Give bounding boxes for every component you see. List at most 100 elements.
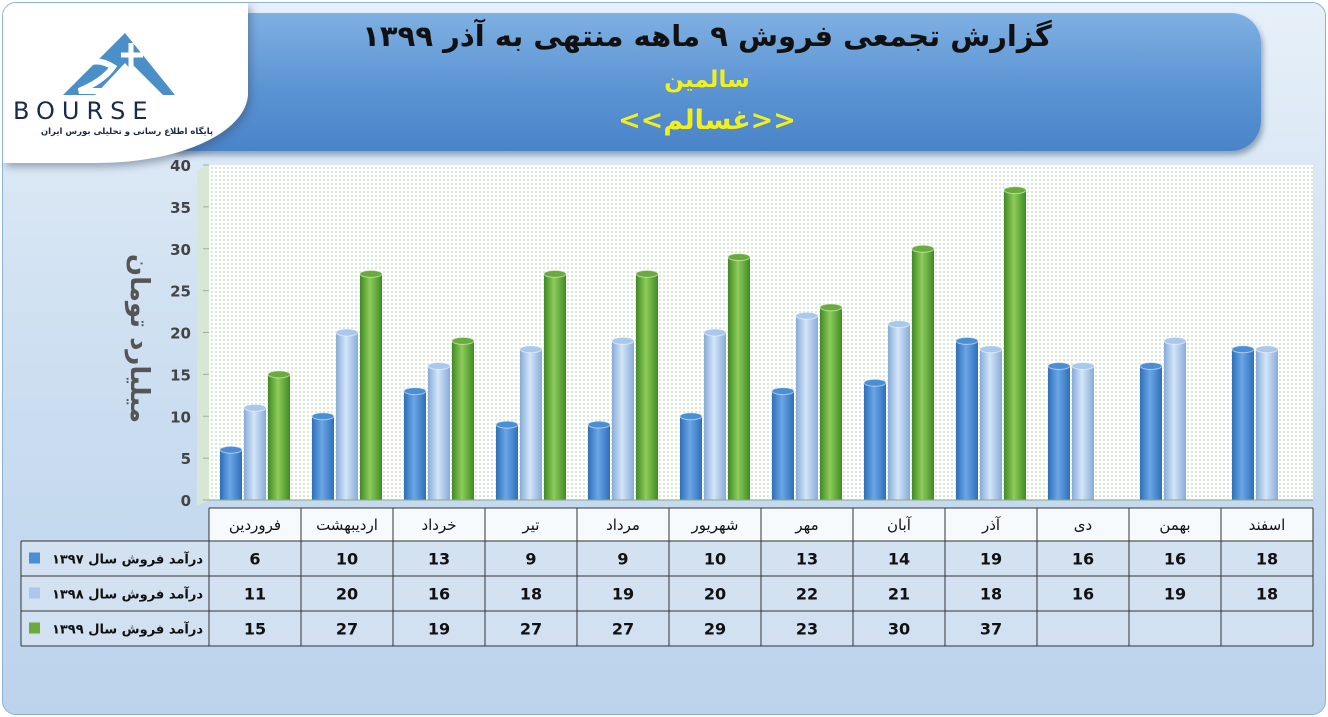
bar-cap [1139, 362, 1163, 370]
bar [520, 349, 542, 500]
x-tick-label: آبان [887, 516, 912, 534]
bar [704, 332, 726, 500]
data-label: 18 [1256, 550, 1278, 569]
bar [336, 332, 358, 500]
data-label: 11 [244, 585, 266, 604]
bar-cap [451, 336, 475, 345]
bar-cap [727, 253, 751, 262]
data-label: 9 [617, 550, 628, 569]
bar-cap [1255, 345, 1279, 354]
legend-swatch [29, 587, 40, 599]
bar-cap [955, 336, 979, 345]
x-tick-label: مرداد [606, 516, 640, 534]
logo: BOURSE پایگاه اطلاع رسانی و تحلیلی بورس … [3, 3, 248, 163]
data-label: 18 [1256, 585, 1278, 604]
data-label: 18 [980, 585, 1002, 604]
y-tick-label: 30 [170, 241, 191, 259]
bar [888, 324, 910, 500]
bar-cap [1231, 345, 1255, 354]
bar-cap [911, 244, 935, 253]
bar [1140, 366, 1162, 500]
bar [268, 374, 290, 500]
bar-cap [611, 336, 635, 345]
data-label: 16 [1072, 550, 1094, 569]
x-tick-label: تیر [522, 516, 540, 534]
bar [1048, 366, 1070, 500]
bar [980, 349, 1002, 500]
y-axis-label: میلیارد تومان [124, 254, 154, 423]
bar-cap [1071, 362, 1095, 370]
legend-label: درآمد فروش سال ۱۳۹۹ [52, 621, 203, 638]
bar-cap [771, 387, 795, 396]
data-label: 22 [796, 585, 818, 604]
legend-label: درآمد فروش سال ۱۳۹۸ [52, 586, 203, 603]
bar [1004, 190, 1026, 500]
bar [496, 424, 518, 500]
bar-cap [587, 420, 611, 429]
y-tick-label: 15 [170, 366, 191, 384]
legend-swatch [29, 622, 40, 634]
data-label: 13 [796, 550, 818, 569]
x-tick-label: اسفند [1249, 516, 1286, 534]
ticker-symbol: <<غسالم>> [618, 105, 796, 136]
bar-cap [359, 269, 383, 278]
bar [796, 315, 818, 500]
data-label: 16 [1164, 550, 1186, 569]
bar [864, 382, 886, 500]
bar-cap [819, 303, 843, 312]
chart-title: گزارش تجمعی فروش ۹ ماهه منتهی به آذر ۱۳۹… [362, 19, 1052, 53]
bar-cap [311, 412, 335, 421]
x-tick-label: مهر [794, 516, 818, 534]
bar-cap [495, 420, 519, 429]
bar-cap [1163, 336, 1187, 345]
bar [1072, 366, 1094, 500]
data-label: 27 [520, 620, 542, 639]
y-tick-label: 10 [170, 408, 191, 426]
data-label: 19 [1164, 585, 1186, 604]
company-name: سالمین [664, 67, 750, 93]
data-label: 27 [336, 620, 358, 639]
bar [820, 307, 842, 500]
bar-chart: 0 5 10 15 20 25 30 35 40 میلیارد تومان فروردین ارد… [20, 157, 1314, 647]
table-body-bg [21, 541, 1313, 646]
plot-side-wall [197, 165, 209, 506]
bar-cap [243, 403, 267, 412]
x-tick-label: فروردین [229, 516, 281, 534]
data-label: 29 [704, 620, 726, 639]
data-label: 19 [980, 550, 1002, 569]
data-label: 6 [249, 550, 260, 569]
data-label: 18 [520, 585, 542, 604]
bar [452, 340, 474, 500]
bar [612, 340, 634, 500]
bar-cap [335, 328, 359, 337]
x-tick-label: خرداد [421, 516, 456, 534]
data-label: 19 [428, 620, 450, 639]
bar [912, 248, 934, 500]
data-label: 10 [704, 550, 726, 569]
bar-cap [979, 345, 1003, 354]
bar-cap [679, 412, 703, 421]
data-label: 13 [428, 550, 450, 569]
data-label: 23 [796, 620, 818, 639]
bar-cap [703, 328, 727, 337]
data-label: 10 [336, 550, 358, 569]
x-tick-label: بهمن [1159, 516, 1190, 534]
bar-cap [635, 269, 659, 278]
y-tick-label: 5 [181, 450, 191, 468]
bar [588, 424, 610, 500]
x-tick-label: آذر [981, 516, 1001, 534]
bar-cap [267, 370, 291, 379]
bar-cap [887, 320, 911, 329]
bar [680, 416, 702, 500]
bar [360, 273, 382, 500]
bar-cap [795, 311, 819, 320]
bar-cap [1047, 362, 1071, 370]
data-label: 21 [888, 585, 910, 604]
bar [1256, 349, 1278, 500]
data-label: 9 [525, 550, 536, 569]
bar-cap [219, 445, 243, 454]
bar [956, 340, 978, 500]
data-label: 30 [888, 620, 910, 639]
data-label: 15 [244, 620, 266, 639]
